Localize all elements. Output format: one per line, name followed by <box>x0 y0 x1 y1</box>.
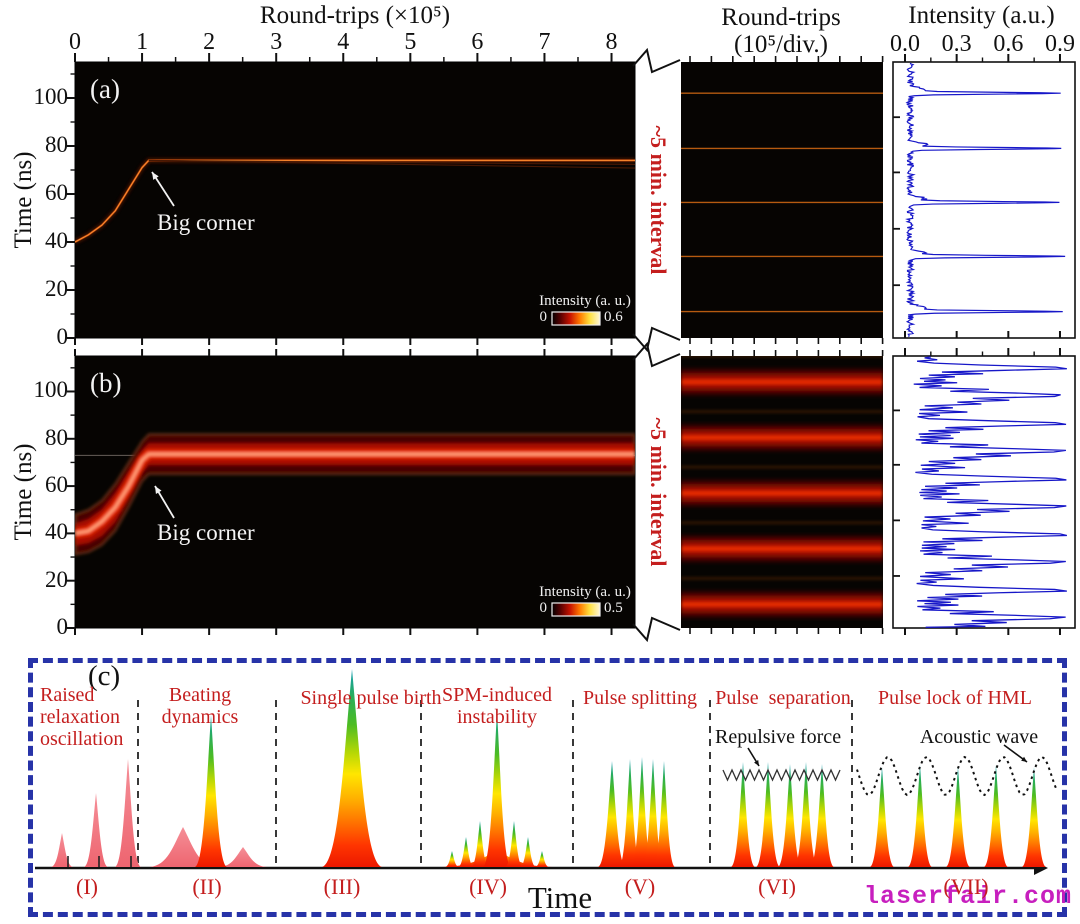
ytick-b: 40 <box>45 519 68 545</box>
top-axis-title: Round-trips (×10⁵) <box>259 2 451 29</box>
colorbar-b-title: Intensity (a. u.) <box>539 584 631 600</box>
repulsive-force-label: Repulsive force <box>715 726 842 748</box>
panel-a-letter: (a) <box>90 74 120 104</box>
panel-b-heatmap <box>74 355 636 629</box>
intensity-trace-b <box>913 356 1068 628</box>
interval-label-b: ~5 min. interval <box>646 417 671 567</box>
ytick-a: 40 <box>45 228 68 253</box>
ytick-a: 80 <box>45 132 68 157</box>
top-tick-label: 0 <box>69 29 81 55</box>
colorbar-a-title: Intensity (a. u.) <box>539 293 631 309</box>
right-tick-label: 0.9 <box>1044 31 1075 57</box>
top-tick-label: 4 <box>337 29 350 55</box>
repulsive-zigzag <box>722 768 841 782</box>
stage-numeral: (II) <box>192 874 222 899</box>
top-tick-label: 3 <box>270 29 283 55</box>
colorbar-b-max: 0.5 <box>604 600 623 616</box>
colorbar-b <box>551 602 601 617</box>
big-corner-annotation-b: Big corner <box>157 520 255 545</box>
interval-bands-b <box>681 356 883 621</box>
axis-break <box>632 616 681 643</box>
stage-(VI) <box>722 762 841 867</box>
ytick-b: 20 <box>45 566 68 592</box>
right-panel-title: Intensity (a.u.) <box>908 2 1055 29</box>
stage-(II) <box>149 715 267 867</box>
time-axis-label: Time <box>527 880 593 915</box>
panel-a-interval-heatmap <box>681 62 883 338</box>
panel-a-heatmap <box>74 61 636 339</box>
stage-label: SPM-induced instability <box>442 684 552 728</box>
acoustic-wave-label: Acoustic wave <box>919 726 1039 748</box>
big-corner-annotation-a: Big corner <box>157 210 255 235</box>
stage-label: Single pulse birth <box>300 687 442 709</box>
stage-numeral: (V) <box>624 874 656 899</box>
ytick-a: 20 <box>45 276 68 301</box>
right-tick-label: 0.3 <box>941 31 972 57</box>
stage-label: Beating dynamics <box>161 684 239 728</box>
arrow-head <box>152 172 159 180</box>
panel-a-intensity-plot <box>892 61 1076 339</box>
stage-(III) <box>322 669 382 867</box>
trajectory-a <box>75 158 635 244</box>
intensity-trace-a <box>905 62 1066 337</box>
stage-label: Raised relaxation oscillation <box>40 684 124 750</box>
stage-(V) <box>598 757 675 867</box>
ytick-a: 100 <box>33 84 69 109</box>
ytick-a: 0 <box>56 324 69 349</box>
axis-break <box>632 341 681 368</box>
stage-label: Pulse splitting <box>583 687 697 709</box>
colorbar-a-max: 0.6 <box>604 309 623 325</box>
watermark: laserfair.com <box>863 882 1072 911</box>
colorbar-a <box>551 311 601 326</box>
stage-label: Pulse lock of HML <box>878 687 1032 709</box>
panel-c-dashed-border <box>28 658 1067 917</box>
right-tick-label: 0.0 <box>890 31 920 57</box>
stage-(VII) <box>856 755 1058 867</box>
band-b <box>75 433 635 556</box>
stage-(IV) <box>441 711 553 867</box>
top-tick-label: 1 <box>136 29 149 55</box>
stage-numeral: (III) <box>323 874 361 899</box>
stage-numeral: (I) <box>76 874 98 899</box>
top-tick-label: 2 <box>203 29 216 55</box>
right-tick-label: 0.6 <box>993 31 1024 57</box>
stage-numeral: (VI) <box>758 874 796 899</box>
ytick-b: 60 <box>45 472 68 498</box>
acoustic-wave-curve <box>856 755 1058 797</box>
top-tick-label: 7 <box>538 29 551 55</box>
axis-break <box>632 47 681 74</box>
panel-c-letter: (c) <box>88 660 121 692</box>
arrow-head <box>155 486 162 494</box>
arrow-head <box>1021 756 1027 762</box>
ytick-b: 100 <box>33 377 69 403</box>
mid-panel-title-line2: (10⁵/div.) <box>734 31 828 58</box>
axis-break <box>632 326 681 353</box>
top-tick-label: 5 <box>404 29 417 55</box>
ytick-b: 0 <box>56 614 69 639</box>
panel-b-letter: (b) <box>90 368 122 398</box>
interval-label-a: ~5 min. interval <box>646 125 671 275</box>
ytick-a: 60 <box>45 180 68 205</box>
mid-panel-title-line1: Round-trips <box>721 4 841 31</box>
stage-numeral: (VII) <box>943 874 989 899</box>
top-tick-label: 6 <box>471 29 484 55</box>
colorbar-a-min: 0 <box>539 309 548 325</box>
stage-(I) <box>51 759 141 867</box>
arrow-head <box>754 760 759 766</box>
top-tick-label: 8 <box>605 29 618 55</box>
stage-numeral: (IV) <box>469 874 507 899</box>
stage-label: Pulse separation <box>715 687 851 709</box>
ytick-b: 80 <box>45 424 68 450</box>
colorbar-b-min: 0 <box>539 600 548 616</box>
